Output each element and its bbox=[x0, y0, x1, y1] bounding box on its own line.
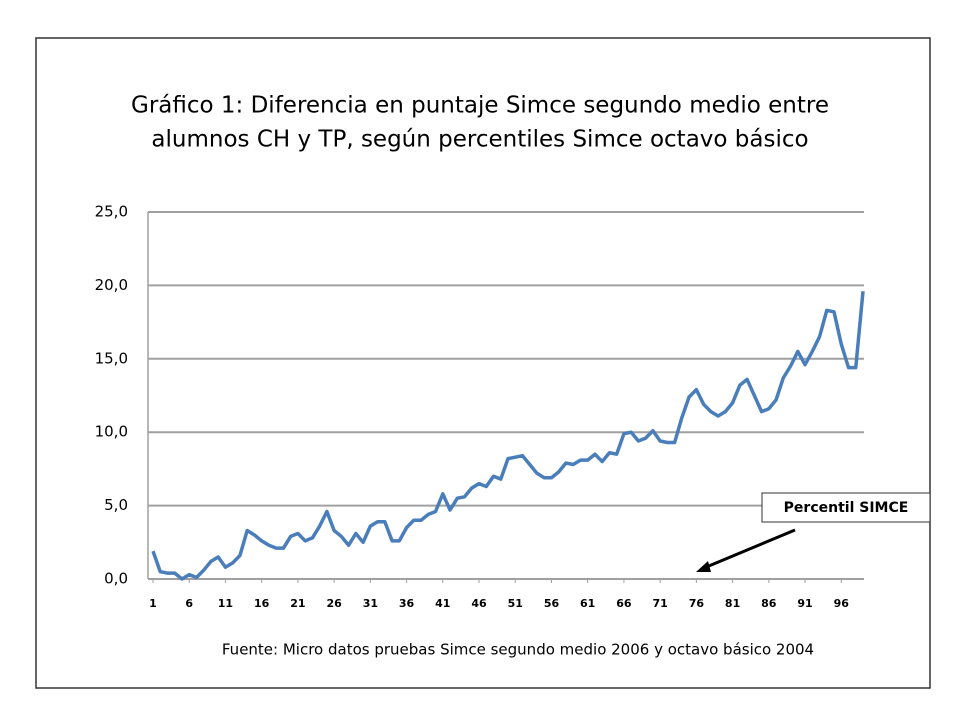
y-tick-label: 10,0 bbox=[95, 423, 128, 441]
x-tick-label: 71 bbox=[652, 597, 667, 610]
x-tick-label: 6 bbox=[185, 597, 193, 610]
chart-title: Gráfico 1: Diferencia en puntaje Simce s… bbox=[131, 93, 829, 119]
annotation-box bbox=[761, 492, 931, 523]
x-tick-label: 91 bbox=[797, 597, 812, 610]
x-tick-label: 51 bbox=[508, 597, 523, 610]
x-tick-label: 66 bbox=[616, 597, 632, 610]
x-tick-label: 81 bbox=[725, 597, 740, 610]
source: Fuente: Micro datos pruebas Simce segund… bbox=[222, 641, 814, 659]
arrow bbox=[703, 528, 796, 570]
x-tick-label: 16 bbox=[254, 597, 270, 610]
x-tick-label: 76 bbox=[689, 597, 705, 610]
y-tick-label: 15,0 bbox=[95, 349, 128, 367]
data-line bbox=[151, 291, 865, 581]
plot-area: 0,05,010,015,020,025,01 6 11 16 21 26 31 36 41 46… bbox=[95, 203, 865, 610]
x-tick-label: 61 bbox=[580, 597, 595, 610]
x-tick-label: 96 bbox=[834, 597, 850, 610]
y-tick-label: 20,0 bbox=[95, 276, 128, 294]
x-tick-label: 31 bbox=[363, 597, 378, 610]
y-tick-label: 5,0 bbox=[104, 496, 128, 514]
x-tick-label: 86 bbox=[761, 597, 777, 610]
x-tick-label: 41 bbox=[435, 597, 450, 610]
x-tick-label: 36 bbox=[399, 597, 415, 610]
x-tick-label: 56 bbox=[544, 597, 560, 610]
x-tick-label: 1 bbox=[149, 597, 157, 610]
x-tick-label: 46 bbox=[471, 597, 487, 610]
annotation: Percentil SIMCE bbox=[784, 500, 909, 516]
y-tick-label: 0,0 bbox=[104, 570, 128, 588]
x-tick-label: 11 bbox=[218, 597, 233, 610]
arrow-head bbox=[696, 561, 711, 572]
y-tick-label: 25,0 bbox=[95, 203, 128, 221]
chart-title: alumnos CH y TP, según percentiles Simce… bbox=[151, 127, 808, 153]
x-tick-label: 21 bbox=[290, 597, 305, 610]
x-tick-label: 26 bbox=[326, 597, 342, 610]
